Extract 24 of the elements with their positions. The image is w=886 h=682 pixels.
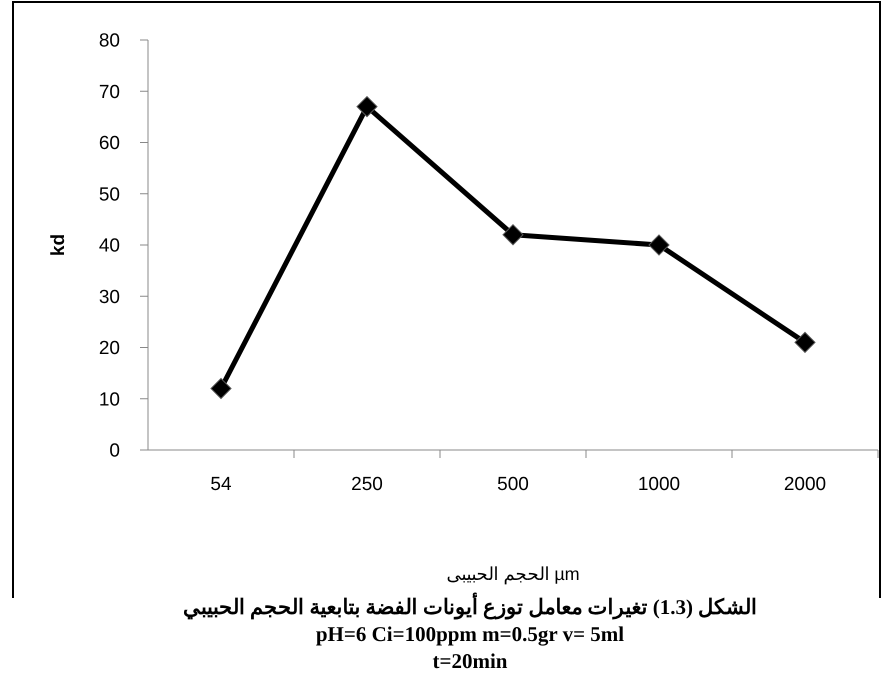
y-tick-label: 50 xyxy=(98,184,120,206)
text: الشكل (1.3) تغيرات معامل توزع أيونات الفضة بتابعية الحجم الحبيبي xyxy=(182,592,758,620)
x-tick-label: 500 xyxy=(497,474,529,495)
y-tick-label: 30 xyxy=(98,286,120,308)
point xyxy=(648,234,670,256)
y-tick-label: 60 xyxy=(98,133,120,154)
y-tick-label: 40 xyxy=(98,236,120,257)
point xyxy=(356,96,378,118)
y-tick-label: 70 xyxy=(98,82,120,103)
x-tick-label: 1000 xyxy=(638,474,680,495)
x-tick-label: 54 xyxy=(210,474,232,495)
y-tick-label: 0 xyxy=(109,440,120,462)
x-tick-label: 2000 xyxy=(784,474,826,495)
y-tick-label: 20 xyxy=(98,338,120,360)
x-axis-title: الحجم الحبيبى µm xyxy=(446,564,580,585)
text: pH=6 Ci=100ppm m=0.5gr v= 5ml xyxy=(316,622,624,646)
point xyxy=(794,332,816,353)
text: t=20min xyxy=(432,649,508,673)
y-tick-label: 10 xyxy=(98,389,120,410)
point xyxy=(210,378,232,399)
point xyxy=(502,224,524,246)
y-axis-title: kd xyxy=(48,234,69,256)
x-tick-label: 250 xyxy=(351,474,383,495)
y-tick-label: 80 xyxy=(98,30,120,52)
